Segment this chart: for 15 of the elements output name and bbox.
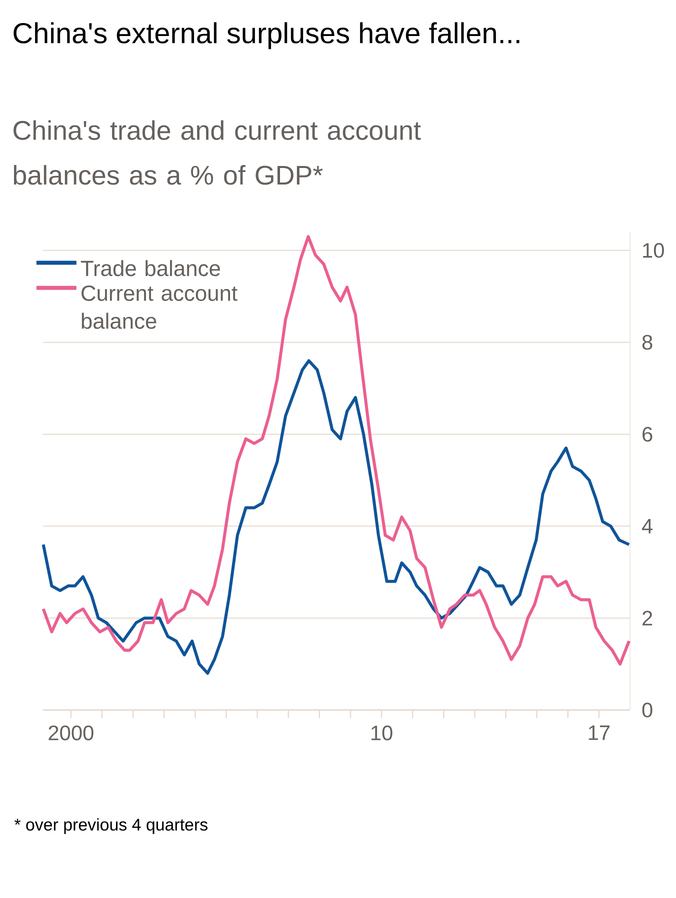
y-tick-label: 8 [642, 334, 652, 350]
x-tick-label: 10 [371, 726, 392, 740]
legend-label: Trade balance [80, 260, 220, 276]
y-tick-label: 6 [642, 426, 652, 442]
chart-subtitle: China's trade and current account balances as a % of GDP* [14, 120, 421, 185]
legend-label: Current account balance [82, 285, 238, 329]
x-tick-label: 17 [588, 726, 610, 740]
text: * over previous 4 quarters [14, 818, 208, 834]
x-tick-label: 2000 [48, 726, 94, 740]
chart-title: China's external surpluses have fallen... [14, 22, 520, 50]
y-tick-label: 2 [642, 610, 652, 626]
y-tick-label: 10 [643, 242, 664, 258]
y-tick-label: 0 [642, 702, 652, 718]
line-series [42, 235, 631, 666]
y-tick-label: 4 [642, 518, 653, 534]
